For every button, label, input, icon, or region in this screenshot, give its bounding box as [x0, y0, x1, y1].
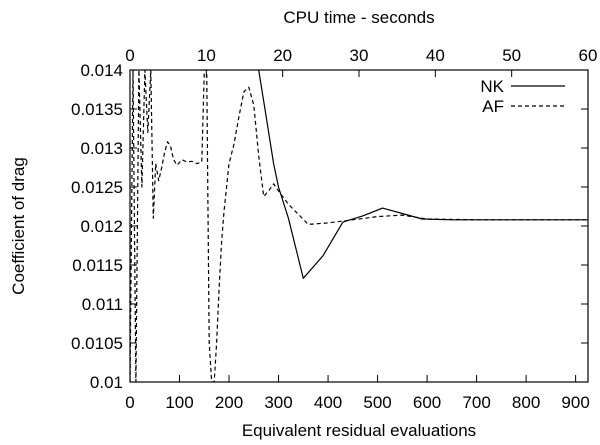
x2-tick-label: 20	[273, 46, 292, 65]
y-tick-label: 0.0135	[71, 100, 123, 119]
x-tick-label: 400	[314, 393, 342, 412]
x-tick-label: 800	[512, 393, 540, 412]
y-tick-label: 0.013	[80, 139, 123, 158]
y-tick-label: 0.0105	[71, 334, 123, 353]
x-tick-label: 0	[125, 393, 134, 412]
series-line-nk	[258, 70, 588, 279]
x2-tick-label: 60	[579, 46, 598, 65]
plot-frame	[129, 69, 589, 383]
legend: NK AF	[480, 77, 565, 116]
x2-tick-label: 50	[502, 46, 521, 65]
ticks-group: 0 100 200 300 400 500 600 700 800 900 0 10 20 30 40 50 6…	[71, 46, 597, 412]
x2-tick-label: 30	[350, 46, 369, 65]
legend-label-af: AF	[482, 97, 504, 116]
y-axis-title: Coefficient of drag	[9, 157, 28, 295]
x2-tick-label: 40	[426, 46, 445, 65]
x-tick-label: 300	[264, 393, 292, 412]
x-tick-label: 700	[462, 393, 490, 412]
y-tick-label: 0.011	[82, 295, 123, 314]
x-tick-label: 900	[561, 393, 589, 412]
y-tick-label: 0.014	[80, 61, 123, 80]
series-line-af	[130, 70, 588, 382]
y-tick-label: 0.012	[80, 217, 123, 236]
x-axis-title: Equivalent residual evaluations	[242, 421, 476, 440]
x2-tick-label: 10	[197, 46, 216, 65]
x-tick-label: 500	[363, 393, 391, 412]
plot-series-group	[130, 70, 588, 382]
x-tick-label: 200	[215, 393, 243, 412]
y-tick-label: 0.0115	[72, 256, 123, 275]
x2-tick-label: 0	[125, 46, 134, 65]
y-tick-label: 0.01	[90, 373, 123, 392]
x2-axis-title: CPU time - seconds	[283, 8, 434, 27]
legend-label-nk: NK	[480, 77, 504, 96]
y-tick-label: 0.0125	[71, 178, 123, 197]
x-tick-label: 100	[165, 393, 193, 412]
x-tick-label: 600	[413, 393, 441, 412]
